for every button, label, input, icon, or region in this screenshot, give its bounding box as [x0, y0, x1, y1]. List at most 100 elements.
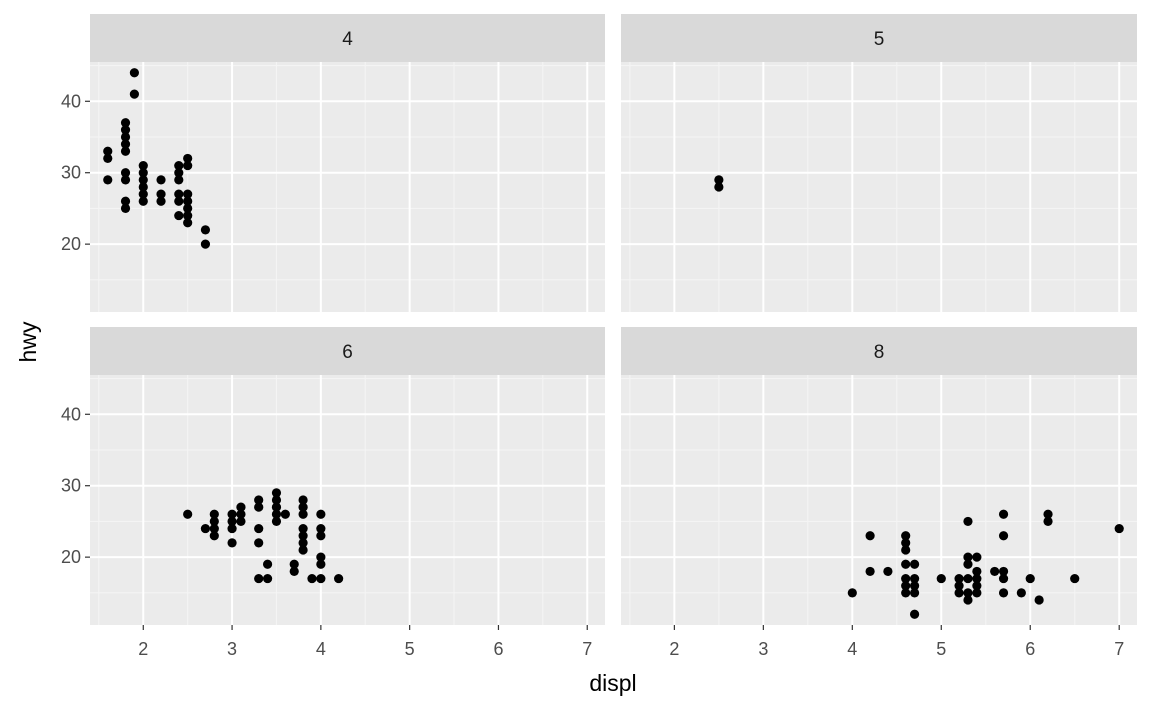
data-point: [120, 146, 131, 156]
facet-panel-6: 6: [90, 327, 605, 625]
data-point: [271, 502, 282, 512]
data-point: [998, 573, 1009, 584]
data-point: [1114, 523, 1124, 534]
data-point: [120, 168, 131, 178]
x-axis-title: displ: [589, 670, 636, 696]
x-tick-label: 4: [316, 639, 326, 659]
data-point: [334, 573, 344, 584]
x-tick-label: 2: [669, 639, 679, 659]
facet-strip: [90, 327, 605, 375]
x-tick-label: 3: [227, 639, 237, 659]
data-point: [129, 68, 139, 78]
data-point: [183, 189, 193, 199]
facet-strip: [621, 14, 1137, 62]
data-point: [963, 573, 973, 584]
data-point: [847, 588, 857, 598]
data-point: [909, 588, 920, 598]
data-point: [901, 559, 911, 569]
x-tick-label: 3: [758, 639, 768, 659]
data-point: [183, 203, 193, 214]
facet-strip-label: 4: [342, 29, 353, 50]
facet-strip-label: 5: [874, 29, 885, 50]
data-point: [138, 168, 148, 178]
data-point: [271, 495, 282, 505]
data-point: [865, 531, 875, 541]
data-point: [963, 595, 973, 605]
panel-background: [621, 62, 1137, 312]
data-point: [262, 559, 273, 569]
data-point: [174, 168, 184, 178]
data-point: [298, 502, 308, 512]
data-point: [1016, 588, 1026, 598]
data-point: [714, 182, 724, 192]
data-point: [954, 573, 964, 584]
data-point: [998, 509, 1009, 519]
data-point: [990, 566, 1000, 577]
panel-background: [90, 62, 605, 312]
x-tick-label: 6: [1025, 639, 1035, 659]
data-point: [174, 175, 184, 185]
data-point: [103, 175, 113, 185]
facet-panel-8: 8: [621, 327, 1137, 625]
data-point: [209, 523, 219, 534]
data-point: [271, 509, 282, 519]
data-point: [963, 516, 973, 527]
facet-strip-label: 8: [874, 342, 885, 363]
data-point: [156, 189, 166, 199]
data-point: [963, 559, 973, 569]
data-point: [236, 509, 246, 519]
data-point: [209, 509, 219, 519]
data-point: [138, 175, 148, 185]
data-point: [972, 566, 982, 577]
data-point: [183, 509, 193, 519]
data-point: [298, 495, 308, 505]
data-point: [227, 523, 237, 534]
y-tick-label: 40: [61, 91, 81, 111]
data-point: [998, 588, 1009, 598]
facet-panel-4: 4: [90, 14, 605, 312]
axes: 20 30 40 20 30 40 2 3 4 5 6 7 2 3 4 5 6 7: [61, 91, 1124, 659]
data-point: [954, 588, 964, 598]
panel-background: [90, 375, 605, 625]
y-tick-label: 20: [61, 234, 81, 254]
x-tick-label: 2: [138, 639, 148, 659]
data-point: [156, 196, 166, 206]
facet-strip-label: 6: [342, 342, 353, 363]
data-point: [901, 581, 911, 591]
data-point: [909, 581, 920, 591]
data-point: [227, 509, 237, 519]
data-point: [138, 189, 148, 199]
data-point: [183, 196, 193, 206]
data-point: [316, 559, 326, 569]
data-point: [120, 203, 131, 214]
data-point: [298, 509, 308, 519]
data-point: [909, 559, 920, 569]
data-point: [289, 559, 299, 569]
data-point: [174, 189, 184, 199]
data-point: [316, 523, 326, 534]
panel-background: [621, 375, 1137, 625]
data-point: [1070, 573, 1080, 584]
data-point: [138, 182, 148, 192]
data-point: [236, 502, 246, 512]
data-point: [200, 523, 211, 534]
data-point: [138, 160, 148, 171]
data-point: [254, 495, 264, 505]
data-point: [883, 566, 893, 577]
data-point: [236, 516, 246, 527]
facet-strip: [621, 327, 1137, 375]
data-point: [289, 566, 299, 577]
data-point: [307, 573, 317, 584]
facet-strip: [90, 14, 605, 62]
data-point: [909, 573, 920, 584]
data-point: [972, 581, 982, 591]
data-point: [901, 545, 911, 555]
data-point: [298, 538, 308, 548]
x-tick-label: 7: [1114, 639, 1124, 659]
data-point: [1034, 595, 1044, 605]
x-tick-label: 4: [847, 639, 857, 659]
data-point: [714, 175, 724, 185]
data-point: [174, 210, 184, 221]
data-point: [103, 153, 113, 164]
data-point: [280, 509, 290, 519]
